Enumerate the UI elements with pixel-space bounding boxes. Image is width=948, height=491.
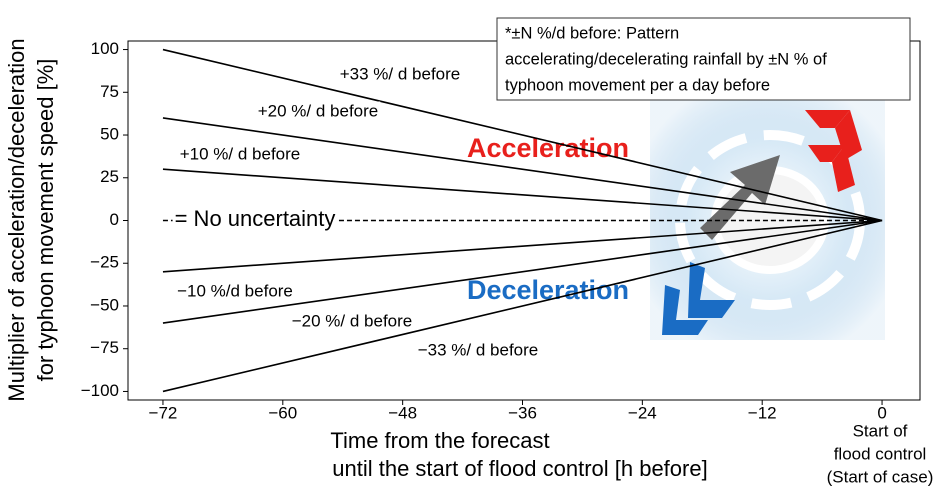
series-label: +20 %/ d before [258, 101, 379, 120]
series-label: −20 %/ d before [292, 311, 413, 330]
end-label: flood control [834, 444, 927, 463]
series-label: −33 %/ d before [418, 340, 539, 359]
chevron-blue [688, 262, 735, 318]
x-axis-title: until the start of flood control [h befo… [332, 456, 707, 481]
series-line [162, 168, 883, 222]
y-axis-title: Multiplier of acceleration/deceleration [4, 38, 29, 401]
label-background [415, 340, 541, 360]
chevron-blue [662, 285, 708, 335]
series-label: = No uncertainty [175, 206, 336, 231]
x-tick-label: −60 [268, 403, 297, 422]
arrow [700, 155, 780, 240]
series-line [162, 219, 883, 273]
note-line: typhoon movement per a day before [505, 76, 770, 94]
note-box: *±N %/d before: Pattern accelerating/dec… [496, 17, 911, 101]
label-background [177, 144, 303, 164]
y-tick-label: 50 [100, 125, 119, 144]
label-background [175, 281, 295, 301]
series-line [162, 48, 883, 222]
y-tick-label: 100 [91, 39, 119, 58]
note-frame [496, 17, 911, 101]
y-tick-label: −100 [81, 381, 119, 400]
y-axis-title: for typhoon movement speed [%] [33, 59, 58, 382]
x-tick-label: −12 [748, 403, 777, 422]
x-tick-label: 0 [877, 403, 886, 422]
y-tick-label: 0 [110, 210, 119, 229]
chevron-red [808, 145, 845, 162]
note-line: accelerating/decelerating rainfall by ±N… [505, 50, 827, 68]
x-tick-label: −24 [628, 403, 657, 422]
label-background [255, 101, 381, 121]
y-tick-label: −75 [90, 338, 119, 357]
series-line [162, 219, 883, 393]
x-axis-title: Time from the forecast [330, 428, 549, 453]
y-tick-label: −25 [90, 253, 119, 272]
note-line: *±N %/d before: Pattern [505, 24, 679, 42]
end-label: (Start of case) [827, 467, 934, 486]
series-line [162, 117, 883, 222]
label-background [172, 205, 338, 231]
chevron-red [832, 145, 855, 192]
y-tick-label: 75 [100, 82, 119, 101]
series-label: −10 %/d before [177, 281, 293, 300]
y-tick-label: 25 [100, 167, 119, 186]
acceleration-label: Acceleration [467, 133, 629, 163]
end-label: Start of [853, 421, 908, 440]
series-label: +10 %/ d before [180, 144, 301, 163]
y-tick-label: −50 [90, 295, 119, 314]
label-background [337, 64, 463, 84]
x-tick-label: −48 [388, 403, 417, 422]
x-tick-label: −72 [149, 403, 178, 422]
x-tick-label: −36 [508, 403, 537, 422]
series-label: +33 %/ d before [340, 64, 461, 83]
series-line [162, 219, 883, 324]
label-background [289, 311, 415, 331]
